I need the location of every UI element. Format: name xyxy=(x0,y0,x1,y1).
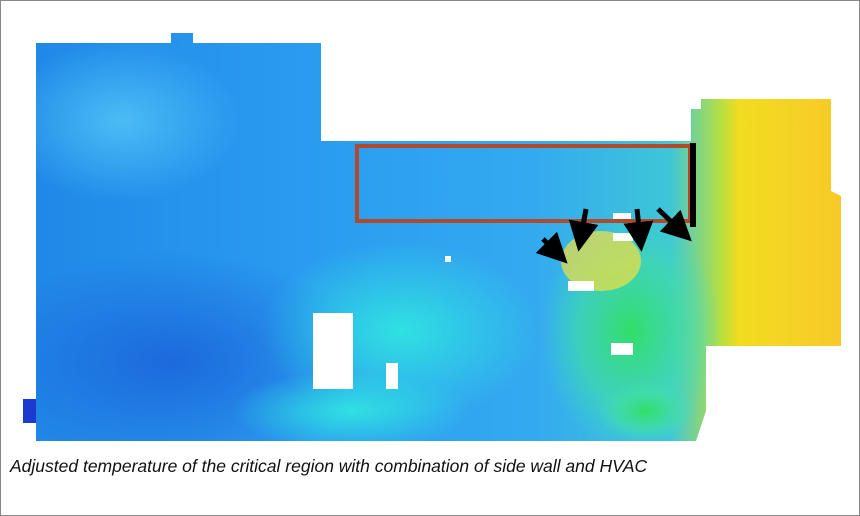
inlet xyxy=(23,399,36,423)
temperature-map xyxy=(1,1,859,451)
figure-frame: Adjusted temperature of the critical reg… xyxy=(0,0,860,516)
side-wall xyxy=(690,143,696,227)
figure-caption: Adjusted temperature of the critical reg… xyxy=(10,456,647,477)
floor-plan xyxy=(1,1,859,451)
